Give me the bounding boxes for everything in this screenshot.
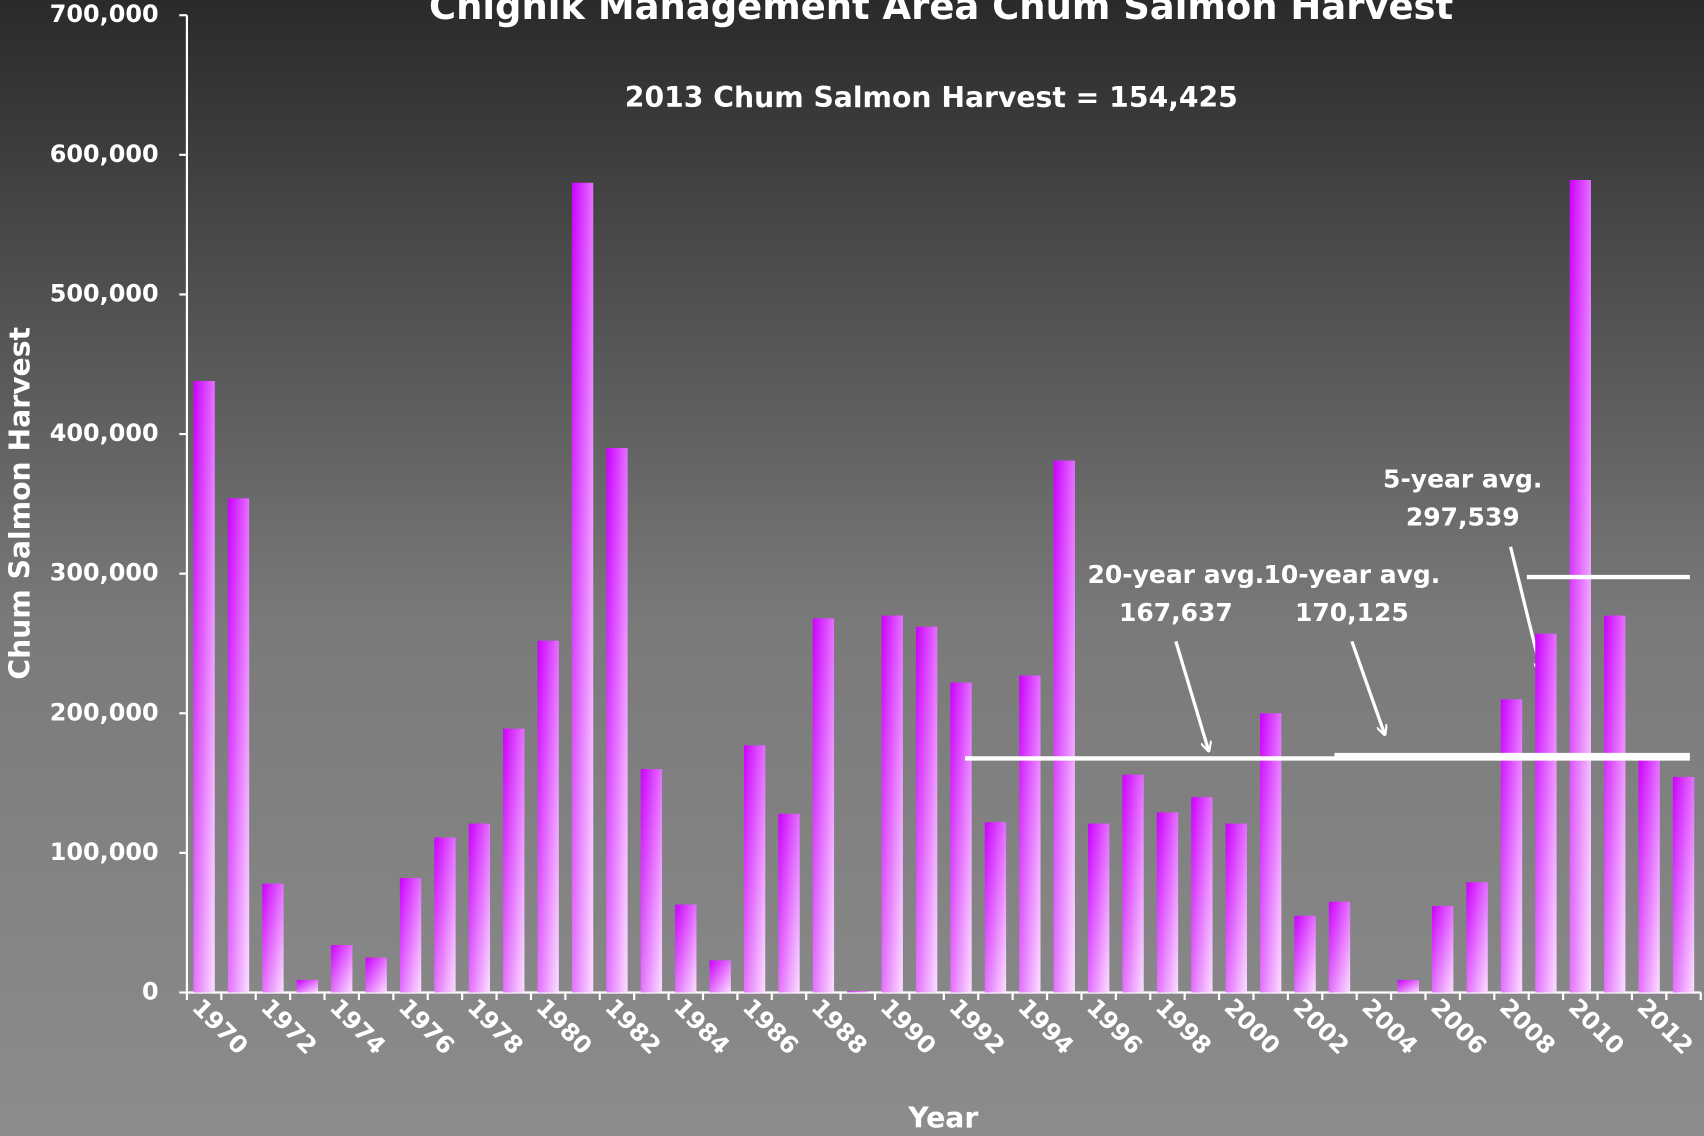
bar (606, 448, 628, 993)
bar (915, 626, 938, 993)
bar (1432, 905, 1454, 993)
y-tick-label: 500,000 (50, 279, 159, 307)
bar (847, 991, 869, 993)
bar (1122, 774, 1144, 993)
bar (1397, 979, 1419, 993)
bar (262, 883, 284, 993)
annotation-value: 297,539 (1406, 503, 1520, 532)
bar (709, 960, 731, 993)
bar (1535, 633, 1557, 993)
bar (640, 769, 663, 993)
y-tick-label: 700,000 (50, 0, 159, 28)
bar (1053, 460, 1075, 993)
bar (881, 615, 903, 993)
bar (1294, 915, 1316, 993)
bar (1225, 823, 1247, 993)
x-axis-title: Year (907, 1102, 978, 1135)
bar (537, 640, 559, 993)
bar (434, 837, 456, 993)
y-tick-label: 200,000 (50, 698, 159, 726)
annotation-label: 20-year avg. (1087, 560, 1264, 589)
bar (743, 745, 766, 993)
bar (1466, 882, 1488, 993)
y-tick-label: 300,000 (50, 559, 159, 587)
bar (468, 823, 491, 993)
y-tick-label: 0 (142, 978, 159, 1006)
bar (365, 957, 387, 993)
bar (296, 979, 319, 993)
y-tick-label: 600,000 (50, 140, 159, 168)
bar (1087, 823, 1110, 993)
arrow (1174, 640, 1209, 750)
bar (193, 381, 215, 993)
annotation-label: 5-year avg. (1383, 464, 1542, 493)
annotation-value: 170,125 (1295, 598, 1409, 627)
bar (1156, 812, 1179, 993)
bar (1191, 797, 1213, 993)
subtitle: 2013 Chum Salmon Harvest = 154,425 (625, 81, 1238, 114)
bar (1328, 901, 1351, 993)
bar (675, 904, 697, 993)
bar (812, 618, 835, 993)
bar (1672, 776, 1695, 993)
bar (503, 728, 525, 993)
annotation-value: 167,637 (1119, 598, 1233, 627)
bar (331, 945, 353, 993)
bar (1638, 755, 1660, 993)
bar (1019, 675, 1041, 993)
bar (1500, 699, 1523, 993)
bar (984, 822, 1007, 993)
y-tick-label: 400,000 (50, 419, 159, 447)
bar (1604, 615, 1626, 993)
annotation-label: 10-year avg. (1264, 560, 1441, 589)
bar (1260, 713, 1282, 993)
bar (571, 182, 594, 993)
chart-title: Chignik Management Area Chum Salmon Harv… (429, 0, 1453, 28)
arrow (1350, 640, 1385, 733)
y-axis-title: Chum Salmon Harvest (4, 327, 37, 680)
bar (950, 682, 972, 993)
bar (227, 498, 250, 993)
bar (1569, 179, 1591, 993)
bar (399, 878, 422, 993)
y-tick-label: 100,000 (50, 838, 159, 866)
bar (778, 813, 800, 993)
